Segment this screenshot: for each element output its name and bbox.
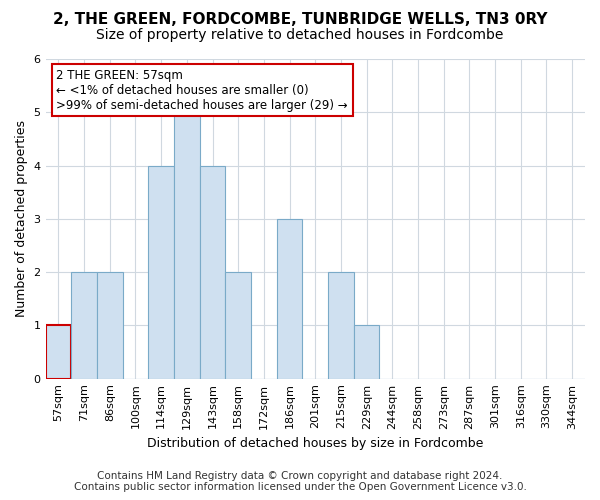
- X-axis label: Distribution of detached houses by size in Fordcombe: Distribution of detached houses by size …: [147, 437, 484, 450]
- Text: 2 THE GREEN: 57sqm
← <1% of detached houses are smaller (0)
>99% of semi-detache: 2 THE GREEN: 57sqm ← <1% of detached hou…: [56, 68, 348, 112]
- Bar: [148, 166, 174, 378]
- Bar: [200, 166, 226, 378]
- Y-axis label: Number of detached properties: Number of detached properties: [15, 120, 28, 318]
- Bar: [354, 326, 379, 378]
- Text: Size of property relative to detached houses in Fordcombe: Size of property relative to detached ho…: [97, 28, 503, 42]
- Bar: [277, 219, 302, 378]
- Bar: [174, 112, 200, 378]
- Text: Contains HM Land Registry data © Crown copyright and database right 2024.
Contai: Contains HM Land Registry data © Crown c…: [74, 471, 526, 492]
- Text: 2, THE GREEN, FORDCOMBE, TUNBRIDGE WELLS, TN3 0RY: 2, THE GREEN, FORDCOMBE, TUNBRIDGE WELLS…: [53, 12, 547, 28]
- Bar: [46, 326, 71, 378]
- Bar: [328, 272, 354, 378]
- Bar: [226, 272, 251, 378]
- Bar: [71, 272, 97, 378]
- Bar: [97, 272, 122, 378]
